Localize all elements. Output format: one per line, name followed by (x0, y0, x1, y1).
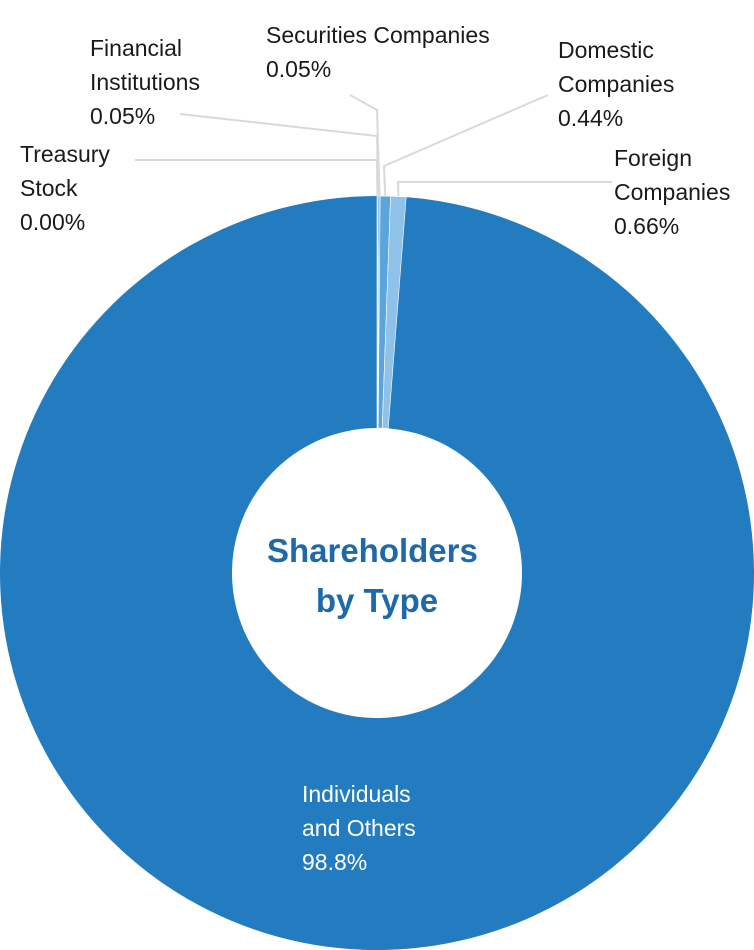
label-name-treasury-stock: Treasury (20, 141, 110, 167)
label-name-foreign-companies: Companies (614, 179, 730, 205)
label-treasury-stock: Treasury Stock 0.00% (20, 141, 110, 235)
label-name-individuals-and-others: Individuals (302, 781, 411, 807)
label-name-domestic-companies: Companies (558, 71, 674, 97)
label-securities-companies: Securities Companies 0.05% (266, 22, 490, 82)
label-value-financial-institutions: 0.05% (90, 103, 155, 129)
leader-line-securities-companies (349, 94, 381, 197)
slice-individuals-and-others (0, 196, 754, 950)
label-name-domestic-companies: Domestic (558, 37, 654, 63)
label-foreign-companies: Foreign Companies 0.66% (614, 145, 730, 239)
label-name-foreign-companies: Foreign (614, 145, 692, 171)
label-value-securities-companies: 0.05% (266, 56, 331, 82)
leader-line-financial-institutions (179, 113, 380, 197)
label-name-securities-companies: Securities Companies (266, 22, 490, 48)
label-name-treasury-stock: Stock (20, 175, 78, 201)
label-financial-institutions: Financial Institutions 0.05% (90, 35, 200, 129)
label-name-financial-institutions: Institutions (90, 69, 200, 95)
leader-line-foreign-companies (396, 181, 612, 197)
chart-title: Shareholders by Type (267, 532, 487, 619)
chart-title-line-2: by Type (316, 582, 438, 619)
chart-title-line-1: Shareholders (267, 532, 478, 569)
leader-line-domestic-companies (382, 94, 549, 197)
leader-line-treasury-stock (135, 159, 379, 197)
label-value-treasury-stock: 0.00% (20, 209, 85, 235)
label-domestic-companies: Domestic Companies 0.44% (558, 37, 674, 131)
label-value-domestic-companies: 0.44% (558, 105, 623, 131)
leader-lines (135, 94, 612, 197)
label-value-individuals-and-others: 98.8% (302, 849, 367, 875)
label-individuals-and-others: Individuals and Others 98.8% (302, 781, 416, 875)
label-value-foreign-companies: 0.66% (614, 213, 679, 239)
slice-labels: Treasury Stock 0.00% Financial Institutions 0… (20, 22, 730, 875)
label-name-financial-institutions: Financial (90, 35, 182, 61)
slice-foreign-companies (381, 195, 407, 429)
label-name-individuals-and-others: and Others (302, 815, 416, 841)
